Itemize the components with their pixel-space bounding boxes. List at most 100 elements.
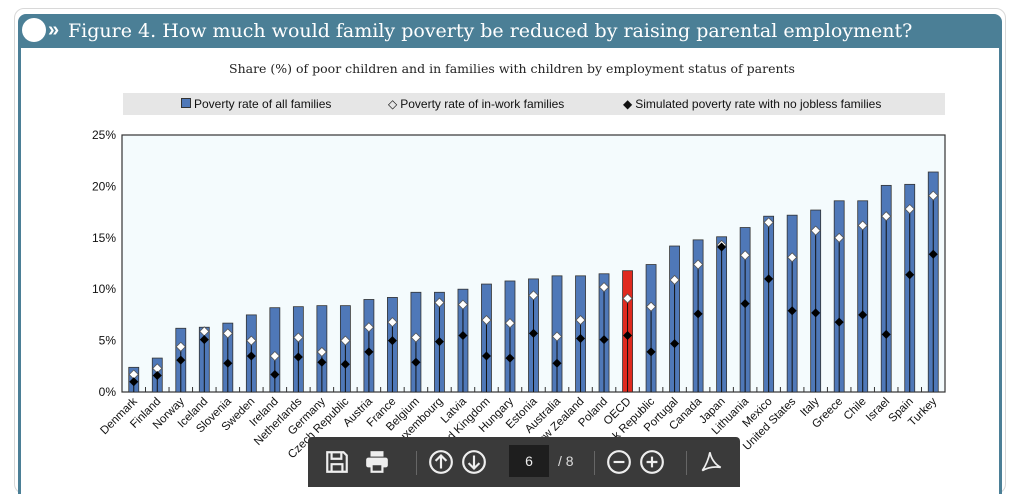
simulated-marker — [223, 358, 233, 368]
simulated-marker — [387, 336, 397, 346]
zoom-in-icon[interactable] — [639, 449, 665, 475]
simulated-marker — [905, 270, 915, 280]
y-tick-label: 5% — [99, 334, 117, 348]
simulated-marker — [411, 357, 421, 367]
in-work-marker — [387, 317, 398, 328]
acrobat-icon[interactable] — [698, 449, 724, 475]
in-work-marker — [269, 350, 280, 362]
simulated-marker — [458, 330, 468, 340]
y-tick-label: 20% — [92, 179, 116, 193]
simulated-marker — [787, 306, 797, 316]
simulated-marker — [270, 370, 280, 380]
simulated-marker — [434, 337, 444, 347]
in-work-marker — [787, 252, 798, 263]
in-work-marker — [434, 297, 445, 308]
legend-label: Poverty rate of all families — [194, 97, 332, 111]
in-work-marker — [293, 332, 304, 343]
simulated-marker — [552, 358, 562, 368]
toolbar-divider — [686, 451, 687, 475]
x-tick-label: Chile — [842, 396, 869, 423]
page-total: / 8 — [558, 453, 574, 469]
y-tick-label: 10% — [92, 282, 116, 296]
simulated-marker — [811, 308, 821, 318]
y-tick-label: 15% — [92, 231, 116, 245]
in-work-marker — [763, 217, 774, 228]
simulated-marker — [693, 309, 703, 319]
simulated-marker — [529, 328, 538, 338]
in-work-marker — [222, 328, 233, 339]
simulated-marker — [340, 359, 350, 369]
simulated-marker — [740, 299, 750, 309]
in-work-marker — [740, 250, 751, 261]
legend-black-diamond-icon: ◆ — [623, 97, 633, 111]
simulated-marker — [293, 352, 303, 362]
zoom-out-icon[interactable] — [606, 449, 632, 475]
in-work-marker — [504, 318, 516, 329]
in-work-marker — [598, 282, 610, 293]
in-work-marker — [622, 293, 633, 304]
simulated-marker — [928, 249, 938, 259]
legend-item-all-families: Poverty rate of all families — [181, 97, 331, 111]
in-work-marker — [669, 274, 680, 286]
in-work-marker — [693, 259, 704, 270]
in-work-marker — [316, 346, 327, 357]
print-icon[interactable] — [364, 449, 390, 475]
figure-title: Figure 4. How much would family poverty … — [68, 20, 913, 42]
legend-label: Poverty rate of in-work families — [400, 97, 565, 111]
in-work-marker — [834, 232, 845, 243]
in-work-marker — [246, 335, 257, 346]
in-work-marker — [575, 314, 586, 326]
page-up-icon[interactable] — [428, 449, 454, 475]
legend-item-simulated: ◆ Simulated poverty rate with no jobless … — [623, 97, 881, 111]
simulated-marker — [129, 377, 139, 387]
chart-subtitle: Share (%) of poor children and in famili… — [229, 61, 795, 76]
in-work-marker — [810, 225, 821, 236]
in-work-marker — [857, 220, 868, 231]
oecd-logo-icon — [22, 18, 46, 42]
simulated-marker — [717, 242, 727, 252]
legend-bar-swatch — [181, 98, 191, 108]
simulated-marker — [317, 357, 327, 367]
in-work-marker — [410, 332, 421, 343]
simulated-marker — [599, 335, 609, 345]
simulated-marker — [834, 317, 844, 327]
y-tick-label: 25% — [92, 128, 116, 142]
in-work-marker — [646, 301, 657, 312]
in-work-marker — [457, 299, 469, 310]
chevron-right-icon: » — [48, 19, 60, 41]
simulated-marker — [670, 339, 680, 349]
simulated-marker — [623, 330, 633, 340]
simulated-marker — [176, 355, 186, 365]
pdf-toolbar: 6 / 8 — [308, 437, 740, 487]
in-work-marker — [928, 190, 939, 201]
in-work-marker — [175, 341, 186, 352]
in-work-marker — [340, 335, 351, 346]
y-tick-label: 0% — [99, 385, 117, 399]
in-work-marker — [881, 211, 892, 222]
simulated-marker — [646, 347, 656, 357]
legend-white-diamond-icon: ◇ — [388, 97, 398, 111]
in-work-marker — [528, 290, 539, 301]
save-icon[interactable] — [324, 449, 350, 475]
simulated-marker — [246, 351, 256, 361]
toolbar-divider — [416, 451, 417, 475]
x-tick-label: Israel — [864, 396, 892, 424]
simulated-marker — [576, 334, 586, 344]
simulated-marker — [199, 335, 209, 345]
in-work-marker — [551, 331, 563, 342]
in-work-marker — [904, 203, 915, 215]
legend-label: Simulated poverty rate with no jobless f… — [635, 97, 882, 111]
simulated-marker — [881, 329, 891, 339]
simulated-marker — [764, 274, 774, 284]
simulated-marker — [858, 310, 868, 320]
toolbar-divider — [594, 451, 595, 475]
page-number-input[interactable]: 6 — [509, 445, 549, 477]
simulated-marker — [505, 353, 515, 363]
simulated-marker — [481, 351, 491, 361]
chart-legend: Poverty rate of all families ◇ Poverty ra… — [123, 93, 945, 115]
simulated-marker — [152, 371, 162, 381]
simulated-marker — [364, 347, 374, 357]
page-down-icon[interactable] — [461, 449, 487, 475]
legend-item-in-work: ◇ Poverty rate of in-work families — [388, 97, 564, 111]
